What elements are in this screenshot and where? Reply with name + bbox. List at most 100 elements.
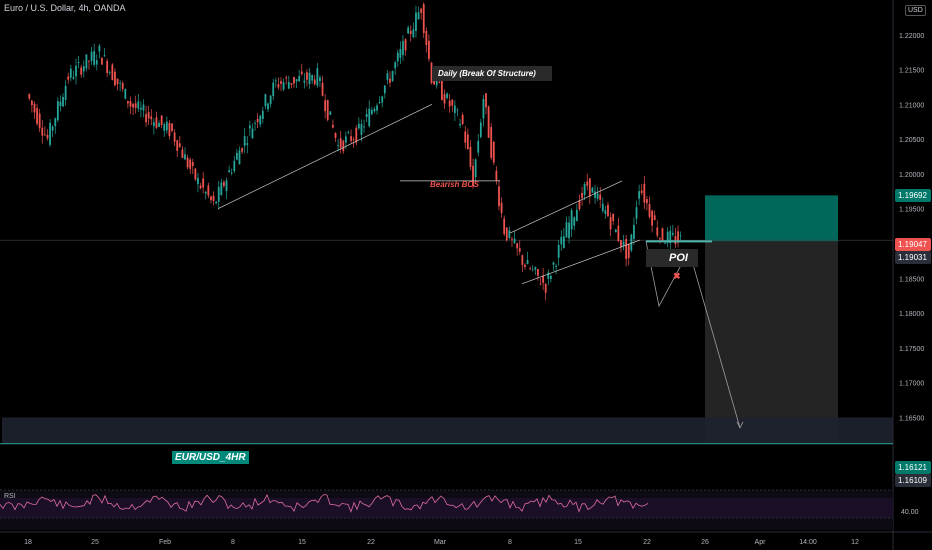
candle-body[interactable] (409, 30, 412, 34)
candle-body[interactable] (378, 101, 381, 103)
candle-body[interactable] (594, 191, 596, 198)
candle-body[interactable] (64, 85, 67, 101)
candle-body[interactable] (482, 98, 485, 119)
candle-body[interactable] (490, 127, 493, 158)
candle-body[interactable] (329, 111, 332, 115)
candle-body[interactable] (121, 83, 124, 89)
candle-body[interactable] (80, 67, 83, 75)
candle-body[interactable] (101, 57, 103, 65)
candle-body[interactable] (430, 62, 433, 84)
currency-badge[interactable]: USD (905, 5, 926, 16)
candle-body[interactable] (350, 136, 352, 141)
candle-body[interactable] (168, 122, 171, 137)
candle-body[interactable] (674, 236, 677, 244)
candle-body[interactable] (243, 136, 246, 146)
candle-body[interactable] (677, 231, 679, 243)
candle-body[interactable] (155, 117, 158, 128)
candle-body[interactable] (620, 240, 622, 247)
candle-body[interactable] (635, 207, 638, 219)
candle-body[interactable] (77, 62, 80, 64)
candle-body[interactable] (82, 66, 85, 72)
candle-body[interactable] (139, 107, 142, 110)
candle-body[interactable] (661, 228, 664, 241)
candle-body[interactable] (43, 134, 46, 136)
candle-body[interactable] (607, 204, 609, 217)
candle-body[interactable] (381, 96, 384, 103)
candle-body[interactable] (215, 201, 218, 204)
candle-body[interactable] (438, 81, 441, 83)
candle-body[interactable] (303, 80, 306, 83)
candle-body[interactable] (448, 100, 451, 107)
candle-body[interactable] (581, 192, 583, 198)
candle-body[interactable] (210, 196, 212, 201)
candle-body[interactable] (609, 217, 612, 230)
candle-body[interactable] (347, 132, 350, 134)
candle-body[interactable] (51, 126, 54, 131)
candle-body[interactable] (127, 101, 129, 104)
candle-body[interactable] (518, 248, 521, 252)
candle-body[interactable] (114, 71, 116, 86)
candle-body[interactable] (666, 231, 669, 243)
candle-body[interactable] (119, 82, 122, 84)
candle-body[interactable] (560, 236, 563, 245)
candle-body[interactable] (658, 238, 661, 240)
candle-body[interactable] (524, 264, 526, 267)
candle-body[interactable] (614, 229, 617, 233)
candle-body[interactable] (163, 124, 166, 131)
candle-body[interactable] (108, 72, 111, 73)
candle-body[interactable] (334, 132, 337, 138)
candle-body[interactable] (59, 101, 62, 107)
candle-body[interactable] (435, 76, 438, 86)
candle-body[interactable] (469, 146, 472, 167)
candle-body[interactable] (549, 276, 552, 279)
candle-body[interactable] (420, 8, 423, 13)
candle-body[interactable] (202, 178, 205, 188)
candle-body[interactable] (256, 118, 259, 123)
candle-body[interactable] (586, 181, 589, 186)
candle-body[interactable] (487, 106, 490, 138)
candle-body[interactable] (599, 194, 602, 200)
candle-body[interactable] (360, 124, 363, 135)
candle-body[interactable] (295, 79, 298, 82)
candle-body[interactable] (124, 89, 127, 99)
candle-body[interactable] (646, 199, 648, 204)
poi-label[interactable]: POI ✖ (646, 249, 698, 281)
candle-body[interactable] (443, 94, 446, 104)
candle-body[interactable] (622, 241, 625, 246)
candle-body[interactable] (264, 94, 267, 107)
candle-body[interactable] (570, 210, 573, 230)
candle-body[interactable] (547, 272, 550, 279)
candle-body[interactable] (365, 113, 368, 118)
candle-body[interactable] (368, 108, 371, 127)
candle-body[interactable] (261, 110, 264, 120)
candle-body[interactable] (664, 242, 666, 244)
candle-body[interactable] (223, 181, 225, 186)
candle-body[interactable] (516, 243, 519, 249)
candle-body[interactable] (461, 114, 464, 125)
candle-body[interactable] (230, 172, 233, 174)
candle-body[interactable] (505, 227, 508, 241)
daily-bos-label[interactable]: Daily (Break Of Structure) (432, 66, 552, 81)
stop-loss-zone[interactable] (705, 195, 838, 242)
candle-body[interactable] (56, 101, 59, 121)
candle-body[interactable] (633, 225, 635, 239)
candle-body[interactable] (228, 170, 231, 173)
trendline-up[interactable] (217, 104, 433, 210)
candle-body[interactable] (573, 217, 576, 226)
candle-body[interactable] (233, 160, 236, 172)
candle-body[interactable] (596, 193, 599, 199)
candle-body[interactable] (254, 122, 256, 124)
candle-body[interactable] (544, 283, 547, 293)
candle-body[interactable] (186, 157, 189, 168)
candle-body[interactable] (36, 108, 38, 124)
target-zone-band[interactable] (2, 417, 893, 444)
candle-body[interactable] (453, 105, 456, 113)
candle-body[interactable] (625, 238, 628, 260)
candle-body[interactable] (75, 65, 77, 77)
candle-body[interactable] (588, 178, 591, 197)
candle-body[interactable] (93, 51, 96, 65)
candle-body[interactable] (425, 30, 428, 46)
candle-body[interactable] (671, 232, 674, 235)
candle-body[interactable] (352, 139, 355, 141)
candle-body[interactable] (495, 170, 498, 181)
